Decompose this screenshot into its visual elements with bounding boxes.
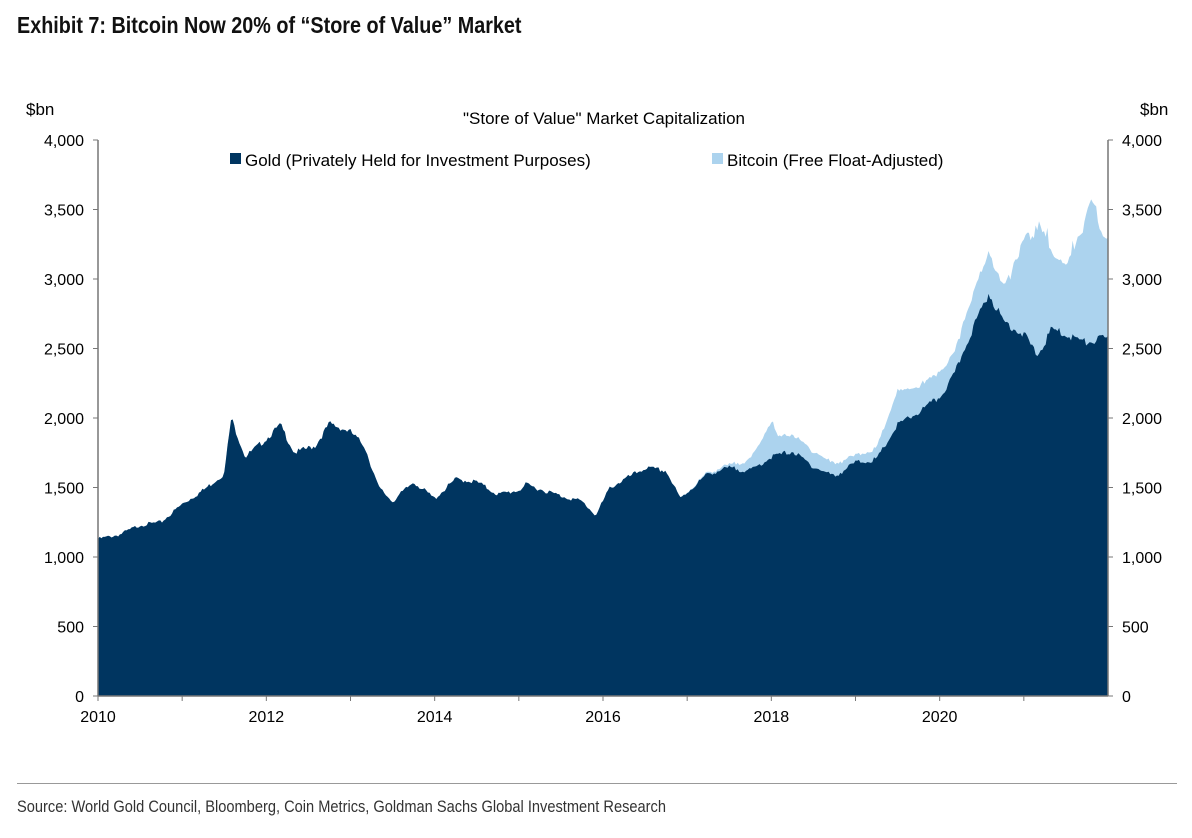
y-tick-label-right: 1,500 [1122,481,1162,498]
y-tick-label-right: 1,000 [1122,550,1162,567]
source-note: Source: World Gold Council, Bloomberg, C… [17,797,666,816]
footer-divider [17,783,1177,784]
y-tick-label-right: 4,000 [1122,133,1162,150]
x-tick-label: 2016 [585,709,621,726]
y-tick-label-left: 3,500 [44,203,84,220]
y-tick-label-left: 1,500 [44,481,84,498]
y-axis-label-right: $bn [1140,100,1168,119]
y-tick-label-right: 2,500 [1122,342,1162,359]
legend-swatch-bitcoin [712,153,723,164]
x-tick-label: 2014 [417,709,453,726]
legend-swatch-gold [230,153,241,164]
y-tick-label-left: 4,000 [44,133,84,150]
x-tick-label: 2018 [754,709,790,726]
y-tick-label-right: 3,500 [1122,203,1162,220]
legend: Gold (Privately Held for Investment Purp… [230,151,943,170]
y-tick-label-left: 2,000 [44,411,84,428]
y-tick-label-left: 3,000 [44,272,84,289]
y-tick-label-right: 0 [1122,689,1131,706]
y-tick-label-left: 0 [75,689,84,706]
x-tick-label: 2010 [80,709,116,726]
y-tick-label-right: 500 [1122,620,1149,637]
legend-label-gold: Gold (Privately Held for Investment Purp… [245,151,591,170]
y-tick-label-left: 1,000 [44,550,84,567]
y-tick-label-left: 500 [57,620,84,637]
chart-title: "Store of Value" Market Capitalization [463,109,745,128]
y-tick-label-right: 2,000 [1122,411,1162,428]
area-gold [98,293,1108,696]
exhibit-title: Exhibit 7: Bitcoin Now 20% of “Store of … [17,12,522,38]
y-tick-label-left: 2,500 [44,342,84,359]
legend-label-bitcoin: Bitcoin (Free Float-Adjusted) [727,151,943,170]
x-tick-label: 2012 [249,709,285,726]
y-tick-label-right: 3,000 [1122,272,1162,289]
chart: 0 0 500 500 1,000 1,000 1,500 1,500 2,000 2,000 2,… [26,100,1168,726]
y-axis-label-left: $bn [26,100,54,119]
x-tick-label: 2020 [922,709,958,726]
